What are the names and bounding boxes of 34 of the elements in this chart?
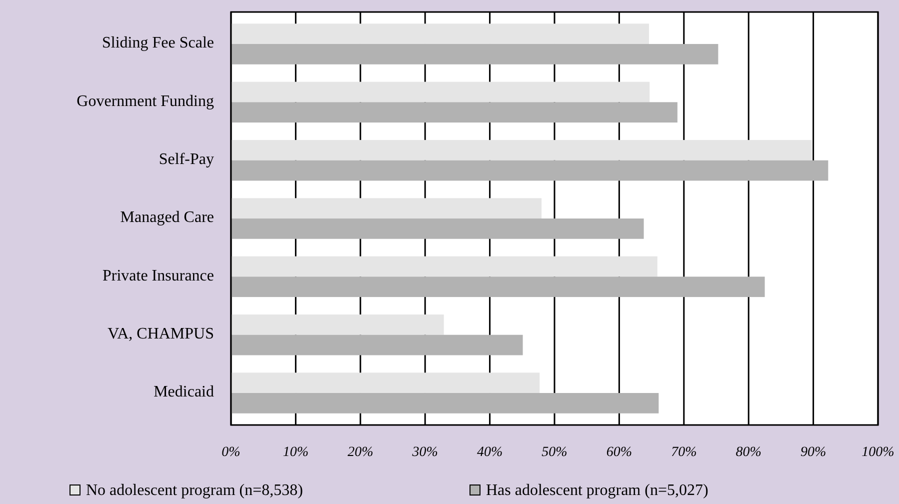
x-tick-label: 30% xyxy=(411,445,438,460)
bar xyxy=(231,218,644,239)
bar xyxy=(231,44,718,64)
y-tick-label: Medicaid xyxy=(154,384,214,401)
y-tick-label: Self-Pay xyxy=(158,151,214,168)
x-tick-label: 60% xyxy=(606,445,632,460)
y-tick-label: Sliding Fee Scale xyxy=(102,34,214,52)
x-tick-label: 70% xyxy=(671,445,697,460)
bar xyxy=(231,160,828,181)
bar xyxy=(231,256,658,277)
y-tick-label: Private Insurance xyxy=(102,267,214,284)
bar xyxy=(231,140,812,160)
legend-label: No adolescent program (n=8,538) xyxy=(86,482,303,499)
x-tick-label: 50% xyxy=(542,445,568,460)
bar xyxy=(231,393,659,414)
bar xyxy=(231,198,542,218)
x-tick-label: 0% xyxy=(222,445,240,460)
x-tick-label: 20% xyxy=(348,445,374,460)
bar xyxy=(231,82,650,102)
y-tick-label: VA, CHAMPUS xyxy=(108,326,214,343)
bar xyxy=(231,372,540,394)
bar xyxy=(231,334,523,356)
bar xyxy=(231,102,678,123)
x-tick-label: 90% xyxy=(800,445,826,460)
bar xyxy=(231,276,765,298)
x-tick-label: 80% xyxy=(736,445,762,460)
x-tick-label: 100% xyxy=(862,445,894,460)
x-tick-label: 10% xyxy=(282,445,309,460)
bar xyxy=(231,24,649,44)
y-tick-label: Managed Care xyxy=(120,209,214,226)
legend-label: Has adolescent program (n=5,027) xyxy=(486,482,708,499)
bar xyxy=(231,314,444,335)
x-tick-label: 40% xyxy=(476,445,503,460)
y-tick-label: Government Funding xyxy=(76,92,214,110)
